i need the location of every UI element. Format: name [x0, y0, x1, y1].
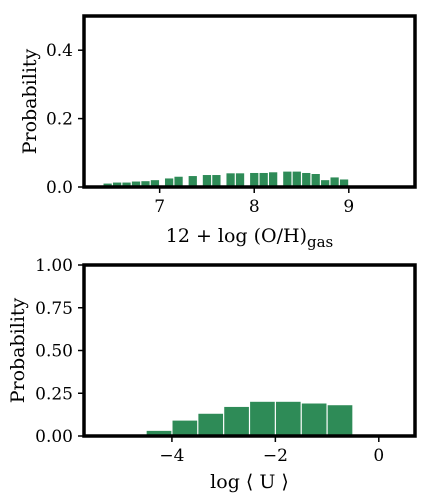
histogram-bar	[339, 179, 349, 187]
x-axis-label-subscript: gas	[307, 233, 333, 251]
y-axis-label: Probability	[7, 297, 29, 403]
x-axis-label: 12 + log (O/H)gas	[166, 225, 334, 251]
chart-top: 7 8 9 0.0 0.2 0.4 12 + log (O/H)gas Probability	[19, 14, 417, 251]
histogram-bar	[212, 175, 221, 187]
histogram-bar	[112, 182, 122, 187]
histogram-bar	[275, 401, 301, 436]
y-tick-label: 1.00	[35, 256, 73, 276]
x-tick-label: 9	[343, 197, 354, 217]
x-tick-label: 8	[249, 197, 260, 217]
histogram-bar	[141, 181, 150, 187]
y-tick-label: 0.4	[46, 41, 73, 61]
histogram-bar	[146, 430, 172, 436]
histogram-bar	[150, 180, 160, 187]
histogram-bar	[174, 176, 183, 187]
plot-frame	[82, 14, 417, 189]
histogram-bar	[226, 173, 235, 187]
histogram-bar	[164, 178, 174, 187]
y-tick-label: 0.50	[35, 342, 73, 362]
histogram-bar	[269, 172, 278, 187]
histogram-bar	[188, 176, 197, 187]
x-axis-label-main: 12 + log (O/H)	[166, 225, 307, 247]
y-tick-label: 0.0	[46, 178, 73, 198]
x-tick-label: −2	[263, 446, 288, 466]
histogram-bar	[327, 405, 353, 436]
histogram-bar	[311, 174, 320, 187]
histogram-bar	[250, 172, 259, 187]
histogram-bar	[302, 172, 311, 187]
chart-bottom: −4 −2 0 0.00 0.25 0.50 0.75 1.00 log ⟨ U ⟩ Probab…	[7, 256, 417, 493]
histogram-bar	[292, 171, 301, 187]
histogram-bar	[259, 172, 268, 187]
y-tick-label: 0.75	[35, 299, 73, 319]
x-tick-label: −4	[159, 446, 184, 466]
histogram-bar	[283, 171, 292, 187]
histogram-bar	[321, 180, 330, 187]
histogram-bar	[224, 406, 249, 436]
histogram-bar	[202, 175, 212, 187]
x-axis-label-main: log ⟨ U ⟩	[210, 471, 289, 493]
histogram-bar	[131, 181, 141, 187]
histogram-bar	[198, 413, 224, 436]
y-tick-label: 0.00	[35, 427, 73, 447]
x-tick-label: 0	[373, 446, 384, 466]
histogram-bar	[250, 401, 275, 436]
y-tick-label: 0.2	[46, 110, 73, 130]
x-tick-label: 7	[154, 197, 165, 217]
histogram-bar	[235, 173, 245, 187]
histogram-bar	[301, 403, 327, 436]
histogram-bar	[172, 420, 198, 436]
x-axis-label: log ⟨ U ⟩	[210, 471, 289, 493]
y-tick-label: 0.25	[35, 384, 73, 404]
y-axis-label: Probability	[19, 48, 41, 154]
plot-frame	[82, 263, 417, 438]
histogram-bar	[122, 182, 131, 187]
histogram-bar	[330, 177, 339, 187]
